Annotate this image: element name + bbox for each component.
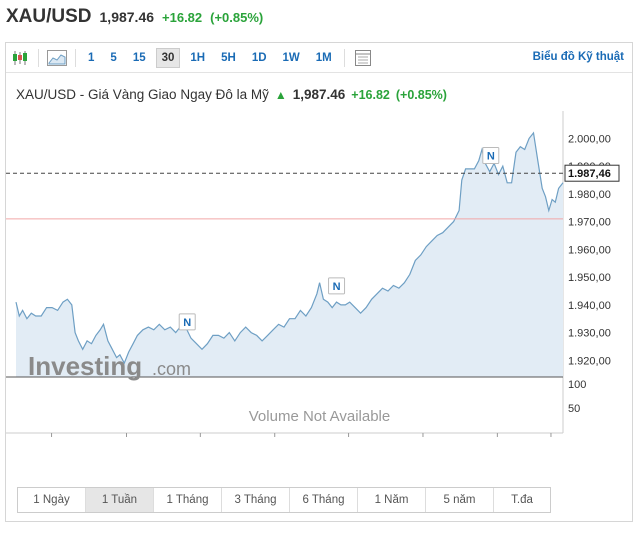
timeframe-1[interactable]: 1 xyxy=(88,51,95,64)
volume-not-available: Volume Not Available xyxy=(249,408,390,425)
range-button-6[interactable]: 5 năm xyxy=(426,488,494,512)
x-tick-label: 12:00 xyxy=(187,440,215,441)
news-marker-box[interactable] xyxy=(482,146,500,164)
quote-change-pct: (+0.85%) xyxy=(210,10,264,25)
x-tick-label: 12:00 xyxy=(335,440,363,441)
range-button-4[interactable]: 6 Tháng xyxy=(290,488,358,512)
range-button-3[interactable]: 3 Tháng xyxy=(222,488,290,512)
y-tick-label: 1.950,00 xyxy=(568,272,611,284)
range-selector: 1 Ngày 1 Tuần 1 Tháng 3 Tháng 6 Tháng 1 Năm 5 … xyxy=(17,487,551,513)
range-button-5[interactable]: 1 Năm xyxy=(358,488,426,512)
x-tick-label: 12:00 xyxy=(38,440,66,441)
symbol-title: XAU/USD xyxy=(6,6,92,27)
candlestick-icon[interactable] xyxy=(6,43,34,73)
volume-tick-label: 50 xyxy=(568,403,580,415)
y-tick-label: 1.960,00 xyxy=(568,244,611,256)
svg-text:Investing: Investing xyxy=(28,351,142,381)
x-tick-label: 05/3 xyxy=(412,440,433,441)
price-area-fill xyxy=(16,132,563,377)
range-button-0[interactable]: 1 Ngày xyxy=(18,488,86,512)
y-tick-label: 1.930,00 xyxy=(568,328,611,340)
area-chart-icon[interactable] xyxy=(43,43,71,73)
price-chart[interactable]: 2.000,001.990,001.980,001.970,001.960,00… xyxy=(6,111,632,441)
timeframe-5h[interactable]: 5H xyxy=(221,51,236,64)
x-tick-label: 12:00 xyxy=(484,440,512,441)
range-button-1[interactable]: 1 Tuần xyxy=(86,488,154,512)
y-tick-label: 2.000,00 xyxy=(568,133,611,145)
quote-header: XAU/USD 1,987.46 +16.82 (+0.85%) xyxy=(6,6,263,30)
chart-title-row: XAU/USD - Giá Vàng Giao Ngay Đô la Mỹ ▲ … xyxy=(16,87,447,102)
timeframe-1w[interactable]: 1W xyxy=(282,51,300,64)
y-tick-label: 1.920,00 xyxy=(568,355,611,367)
toolbar-divider xyxy=(75,48,76,67)
news-marker-label[interactable]: N xyxy=(183,317,191,329)
quote-price: 1,987.46 xyxy=(99,9,155,25)
table-icon[interactable] xyxy=(349,43,377,73)
x-tick-label: 20:00 xyxy=(537,440,565,441)
toolbar-divider xyxy=(343,48,345,67)
range-button-2[interactable]: 1 Tháng xyxy=(154,488,222,512)
volume-tick-label: 100 xyxy=(568,379,586,391)
news-marker-label[interactable]: N xyxy=(333,281,341,293)
y-tick-label: 1.940,00 xyxy=(568,300,611,312)
x-tick-label: 03/3 xyxy=(116,440,137,441)
last-price-box xyxy=(564,164,620,182)
chart-change: +16.82 xyxy=(351,87,390,102)
quote-change: +16.82 xyxy=(162,10,203,25)
x-tick-label: 04/3 xyxy=(264,440,285,441)
timeframe-15[interactable]: 15 xyxy=(132,51,146,64)
chart-change-pct: (+0.85%) xyxy=(395,87,447,102)
timeframe-30[interactable]: 30 xyxy=(155,47,181,68)
timeframe-1d[interactable]: 1D xyxy=(251,51,267,64)
news-marker-label[interactable]: N xyxy=(487,150,495,162)
chart-price: 1,987.46 xyxy=(292,87,346,102)
investing-logo: Investing .com xyxy=(28,351,191,381)
up-arrow-icon: ▲ xyxy=(274,87,287,102)
range-button-7[interactable]: T.đa xyxy=(511,494,533,506)
timeframe-1m[interactable]: 1M xyxy=(315,51,332,64)
chart-instrument-name: XAU/USD - Giá Vàng Giao Ngay Đô la Mỹ xyxy=(16,87,269,102)
toolbar-divider xyxy=(38,48,39,67)
timeframe-group: 1 5 15 30 1H 5H 1D 1W 1M xyxy=(80,47,340,68)
last-price-label: 1.987,46 xyxy=(568,168,611,180)
svg-text:.com: .com xyxy=(152,359,191,379)
timeframe-1h[interactable]: 1H xyxy=(190,51,206,64)
chart-panel: 1 5 15 30 1H 5H 1D 1W 1M Biểu đồ Kỹ thuật XAU/US… xyxy=(5,42,633,522)
timeframe-5[interactable]: 5 xyxy=(110,51,117,64)
technical-chart-link[interactable]: Biểu đồ Kỹ thuật xyxy=(532,51,624,63)
y-tick-label: 1.970,00 xyxy=(568,217,611,229)
chart-toolbar: 1 5 15 30 1H 5H 1D 1W 1M Biểu đồ Kỹ thuật xyxy=(6,43,632,73)
news-marker-box[interactable] xyxy=(328,277,346,295)
y-tick-label: 1.980,00 xyxy=(568,189,611,201)
news-marker-box[interactable] xyxy=(178,313,196,331)
